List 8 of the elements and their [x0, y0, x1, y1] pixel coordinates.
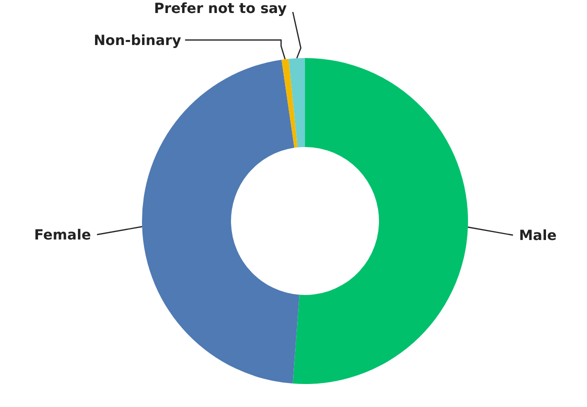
slice-label: Non-binary	[94, 32, 182, 49]
slice-label: Male	[519, 228, 557, 244]
slice-label: Female	[34, 228, 91, 244]
donut-slice	[292, 58, 468, 384]
donut-slice	[288, 58, 305, 148]
donut-slice	[142, 60, 300, 384]
slice-label: Prefer not to say	[154, 0, 287, 17]
donut-slice	[282, 58, 298, 148]
